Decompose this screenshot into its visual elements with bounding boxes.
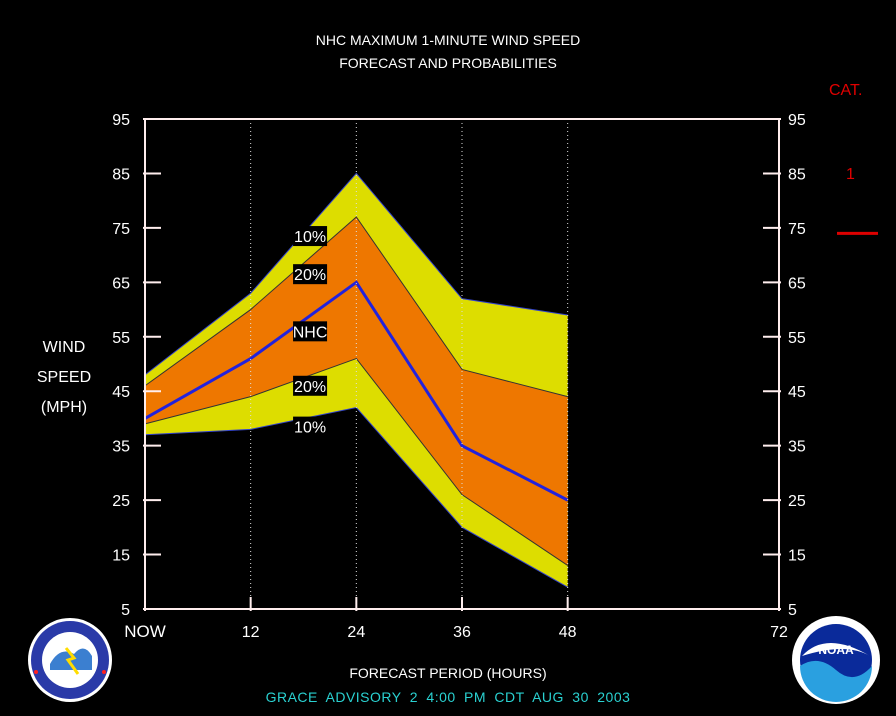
y-tick-label-right: 5 [788,602,797,619]
y-tick-label-left: 45 [112,384,130,401]
band-label: 20% [294,379,326,396]
y-axis-label-line3: (MPH) [40,399,88,416]
y-tick-label-left: 25 [112,493,130,510]
nhc-point [355,281,357,283]
y-tick-label-left: 5 [121,602,130,619]
plot-frame [143,118,781,611]
band-10-upper-edge [144,172,568,376]
band-label-bg [293,321,328,342]
noaa-logo-icon: NOAA [792,616,880,704]
y-tick-label-right: 15 [788,548,806,565]
y-tick-label-right: 25 [788,493,806,510]
band-label: 10% [294,229,326,246]
y-tick-label-right: 95 [788,112,806,129]
y-tick-label-right: 45 [788,384,806,401]
y-tick-label-right: 35 [788,439,806,456]
x-tick-label: 48 [559,624,577,641]
y-tick-label-right: 65 [788,275,806,292]
chart-title: NHC MAXIMUM 1-MINUTE WIND SPEED [315,32,581,48]
x-tick-label: NOW [124,622,166,641]
chart-subtitle: FORECAST AND PROBABILITIES [339,55,557,71]
band-20-lower-edge [144,357,568,566]
band-label-bg [293,375,328,396]
band-label: 10% [294,420,326,437]
band-label-bg [293,226,328,247]
band-20-percent [145,217,568,566]
band-20-upper-edge [144,216,568,398]
advisory-footer: GRACE ADVISORY 2 4:00 PM CDT AUG 30 2003 [265,689,631,705]
band-label: NHC [293,324,328,341]
x-axis-label: FORECAST PERIOD (HOURS) [349,665,547,681]
gridlines [250,119,569,609]
category-label: CAT. [829,82,863,99]
x-tick-label: 72 [770,624,788,641]
y-tick-label-right: 85 [788,166,806,183]
category-value: 1 [846,166,855,183]
nhc-point [250,358,252,360]
band-label-bg [293,416,328,437]
y-tick-label-left: 85 [112,166,130,183]
band-labels: 10% 20% NHC 20% 10% [293,226,328,437]
svg-text:NOAA: NOAA [818,643,854,657]
x-tick-label: 24 [347,624,365,641]
y-tick-label-left: 15 [112,548,130,565]
y-axis-label-line2: SPEED [36,369,92,386]
x-tick-label: 36 [453,624,471,641]
y-tick-label-left: 35 [112,439,130,456]
nhc-point [461,445,463,447]
y-tick-label-right: 75 [788,221,806,238]
y-tick-label-left: 95 [112,112,130,129]
y-tick-label-left: 55 [112,330,130,347]
y-tick-label-right: 55 [788,330,806,347]
x-tick-label: 12 [242,624,260,641]
y-tick-label-left: 65 [112,275,130,292]
band-label: 20% [294,267,326,284]
noaa-nws-seal-icon [28,618,112,702]
band-label-bg [293,264,328,285]
y-tick-label-left: 75 [112,221,130,238]
y-axis-label-line1: WIND [42,339,86,356]
